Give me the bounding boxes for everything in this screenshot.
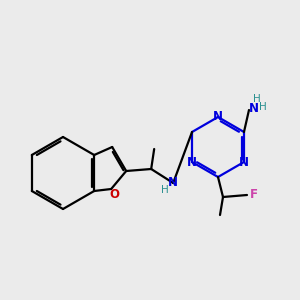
Text: H: H: [161, 185, 169, 195]
Text: N: N: [249, 103, 259, 116]
Text: N: N: [239, 155, 249, 169]
Text: N: N: [187, 155, 197, 169]
Text: H: H: [253, 94, 261, 104]
Text: O: O: [109, 188, 119, 202]
Text: F: F: [250, 188, 258, 202]
Text: N: N: [168, 176, 178, 190]
Text: H: H: [259, 102, 267, 112]
Text: N: N: [213, 110, 223, 124]
